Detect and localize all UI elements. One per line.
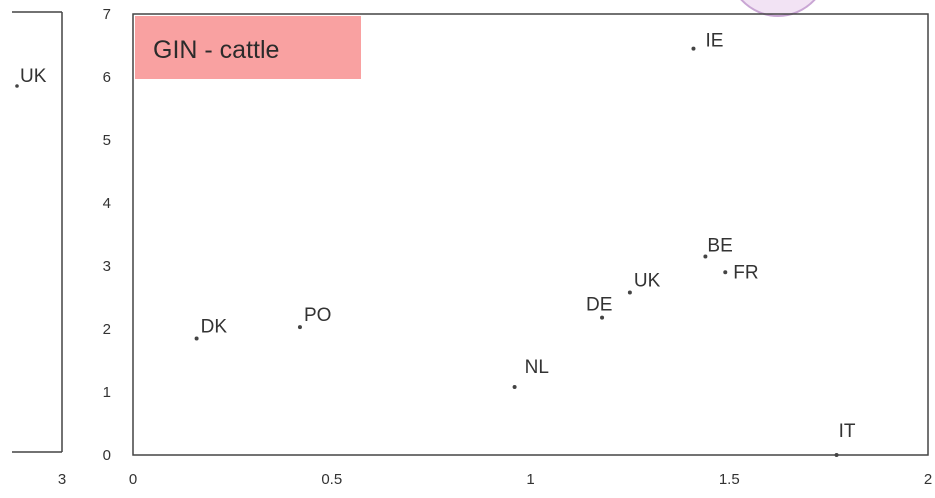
data-point xyxy=(297,325,302,330)
point-label: BE xyxy=(707,236,732,257)
left-point-label: UK xyxy=(20,66,47,87)
y-tick-label: 6 xyxy=(103,69,111,86)
point-label: IE xyxy=(705,31,723,52)
plot-frame xyxy=(132,13,929,456)
x-tick-label: 0.5 xyxy=(321,471,342,488)
point-label: NL xyxy=(525,357,549,378)
data-point xyxy=(703,254,708,259)
data-point xyxy=(600,315,605,320)
data-point xyxy=(512,384,517,389)
data-point xyxy=(627,290,632,295)
point-label: FR xyxy=(733,262,758,283)
y-axis: 0 1 2 3 4 5 6 7 xyxy=(103,6,111,464)
decorative-circle xyxy=(740,0,816,17)
chart-title: GIN - cattle xyxy=(153,36,279,64)
x-tick-label: 1 xyxy=(526,471,534,488)
x-tick-label: 2 xyxy=(924,471,932,488)
point-label: UK xyxy=(634,270,661,291)
y-tick-label: 2 xyxy=(103,321,111,338)
left-chart-fragment: UK 3 xyxy=(12,11,66,488)
y-tick-label: 4 xyxy=(103,195,111,212)
y-tick-label: 5 xyxy=(103,132,111,149)
point-label: DE xyxy=(586,295,612,316)
left-x-tick-label: 3 xyxy=(58,471,66,488)
title-box xyxy=(135,16,361,79)
x-tick-label: 1.5 xyxy=(719,471,740,488)
data-point xyxy=(834,453,839,457)
data-point xyxy=(691,46,696,51)
y-tick-label: 0 xyxy=(103,447,111,464)
left-data-point xyxy=(15,84,19,88)
main-chart: GIN - cattle 0 1 2 3 4 5 6 7 0 0.5 1 1.5 2 DK PO NL DE… xyxy=(103,6,933,488)
point-label: PO xyxy=(304,305,331,326)
y-tick-label: 7 xyxy=(103,6,111,23)
x-tick-label: 0 xyxy=(129,471,137,488)
x-axis: 0 0.5 1 1.5 2 xyxy=(129,471,932,488)
y-tick-label: 3 xyxy=(103,258,111,275)
point-label: DK xyxy=(201,316,228,337)
y-tick-label: 1 xyxy=(103,384,111,401)
data-point xyxy=(194,336,199,341)
data-point xyxy=(723,270,728,275)
point-label: IT xyxy=(839,421,856,442)
